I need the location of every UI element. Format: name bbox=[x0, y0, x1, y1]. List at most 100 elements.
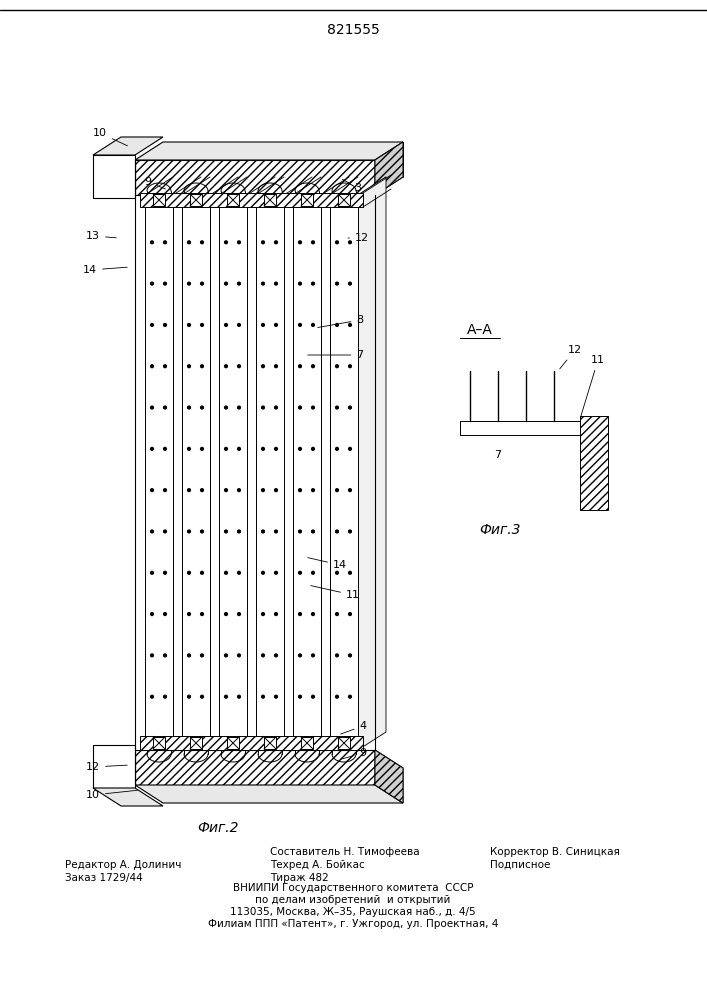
Circle shape bbox=[349, 447, 351, 450]
Text: A–A: A–A bbox=[467, 323, 493, 337]
Text: 12: 12 bbox=[86, 762, 127, 772]
Text: 14: 14 bbox=[83, 265, 127, 275]
Circle shape bbox=[225, 324, 228, 326]
Bar bbox=[330, 195, 358, 750]
Circle shape bbox=[187, 695, 190, 698]
Circle shape bbox=[349, 324, 351, 326]
Circle shape bbox=[151, 571, 153, 574]
Bar bbox=[135, 160, 375, 195]
Polygon shape bbox=[93, 788, 163, 806]
Circle shape bbox=[163, 613, 166, 615]
Bar bbox=[264, 194, 276, 206]
Circle shape bbox=[312, 654, 315, 657]
Circle shape bbox=[312, 530, 315, 533]
Circle shape bbox=[274, 654, 277, 657]
Text: 14: 14 bbox=[308, 558, 347, 570]
Circle shape bbox=[274, 324, 277, 326]
Text: Корректор В. Синицкая: Корректор В. Синицкая bbox=[490, 847, 620, 857]
Bar bbox=[227, 737, 239, 749]
Circle shape bbox=[225, 613, 228, 615]
Text: Редактор А. Долинич: Редактор А. Долинич bbox=[65, 860, 182, 870]
Circle shape bbox=[187, 613, 190, 615]
Circle shape bbox=[187, 200, 190, 202]
Circle shape bbox=[225, 282, 228, 285]
Circle shape bbox=[349, 489, 351, 492]
Circle shape bbox=[298, 200, 301, 202]
Circle shape bbox=[336, 324, 339, 326]
Circle shape bbox=[151, 241, 153, 244]
Text: Тираж 482: Тираж 482 bbox=[270, 873, 329, 883]
Circle shape bbox=[262, 200, 264, 202]
Text: 11: 11 bbox=[581, 355, 605, 416]
Circle shape bbox=[298, 282, 301, 285]
Circle shape bbox=[336, 406, 339, 409]
Circle shape bbox=[163, 200, 166, 202]
Bar bbox=[153, 737, 165, 749]
Circle shape bbox=[151, 530, 153, 533]
Circle shape bbox=[349, 737, 351, 739]
Bar bbox=[264, 737, 276, 749]
Text: 821555: 821555 bbox=[327, 23, 380, 37]
Circle shape bbox=[163, 447, 166, 450]
Circle shape bbox=[151, 200, 153, 202]
Bar bbox=[338, 194, 350, 206]
Bar bbox=[153, 194, 165, 206]
Circle shape bbox=[238, 447, 240, 450]
Polygon shape bbox=[163, 142, 403, 177]
Circle shape bbox=[312, 324, 315, 326]
Circle shape bbox=[225, 447, 228, 450]
Circle shape bbox=[151, 654, 153, 657]
Text: 12: 12 bbox=[560, 345, 582, 369]
Circle shape bbox=[201, 489, 204, 492]
Circle shape bbox=[262, 695, 264, 698]
Text: 3: 3 bbox=[342, 179, 361, 193]
Circle shape bbox=[201, 324, 204, 326]
Circle shape bbox=[274, 282, 277, 285]
Circle shape bbox=[151, 613, 153, 615]
Circle shape bbox=[349, 613, 351, 615]
Circle shape bbox=[336, 654, 339, 657]
Bar bbox=[190, 737, 202, 749]
Circle shape bbox=[349, 200, 351, 202]
Circle shape bbox=[336, 571, 339, 574]
Circle shape bbox=[225, 695, 228, 698]
Circle shape bbox=[312, 241, 315, 244]
Circle shape bbox=[336, 241, 339, 244]
Circle shape bbox=[201, 365, 204, 368]
Circle shape bbox=[312, 200, 315, 202]
Circle shape bbox=[312, 489, 315, 492]
Circle shape bbox=[336, 447, 339, 450]
Text: Фиг.3: Фиг.3 bbox=[479, 523, 521, 537]
Circle shape bbox=[225, 737, 228, 739]
Bar bbox=[93, 745, 135, 788]
Circle shape bbox=[201, 695, 204, 698]
Circle shape bbox=[151, 447, 153, 450]
Circle shape bbox=[298, 530, 301, 533]
Circle shape bbox=[187, 489, 190, 492]
Text: 10: 10 bbox=[86, 790, 137, 800]
Text: 113035, Москва, Ж–35, Раушская наб., д. 4/5: 113035, Москва, Ж–35, Раушская наб., д. … bbox=[230, 907, 476, 917]
Circle shape bbox=[163, 530, 166, 533]
Text: Заказ 1729/44: Заказ 1729/44 bbox=[65, 873, 143, 883]
Circle shape bbox=[187, 654, 190, 657]
Circle shape bbox=[201, 613, 204, 615]
Circle shape bbox=[151, 282, 153, 285]
Circle shape bbox=[274, 613, 277, 615]
Circle shape bbox=[187, 241, 190, 244]
Text: 9: 9 bbox=[144, 177, 165, 189]
Circle shape bbox=[163, 241, 166, 244]
Polygon shape bbox=[135, 142, 403, 160]
Circle shape bbox=[225, 571, 228, 574]
Circle shape bbox=[262, 489, 264, 492]
Polygon shape bbox=[375, 142, 403, 195]
Text: 13: 13 bbox=[86, 231, 116, 241]
Bar bbox=[140, 736, 363, 750]
Circle shape bbox=[312, 365, 315, 368]
Circle shape bbox=[262, 447, 264, 450]
Circle shape bbox=[274, 447, 277, 450]
Circle shape bbox=[238, 695, 240, 698]
Circle shape bbox=[238, 737, 240, 739]
Circle shape bbox=[262, 365, 264, 368]
Circle shape bbox=[201, 737, 204, 739]
Circle shape bbox=[274, 571, 277, 574]
